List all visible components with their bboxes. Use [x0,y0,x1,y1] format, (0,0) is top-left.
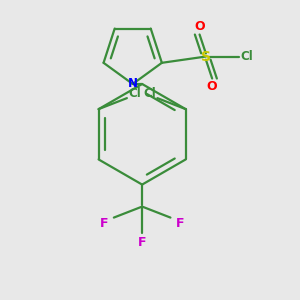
Text: S: S [201,50,211,64]
Text: Cl: Cl [128,87,141,100]
Text: F: F [138,236,146,249]
Text: N: N [128,77,138,91]
Text: F: F [176,218,184,230]
Text: O: O [207,80,218,93]
Text: Cl: Cl [143,87,156,100]
Text: F: F [100,218,109,230]
Text: O: O [194,20,205,33]
Text: Cl: Cl [240,50,253,63]
